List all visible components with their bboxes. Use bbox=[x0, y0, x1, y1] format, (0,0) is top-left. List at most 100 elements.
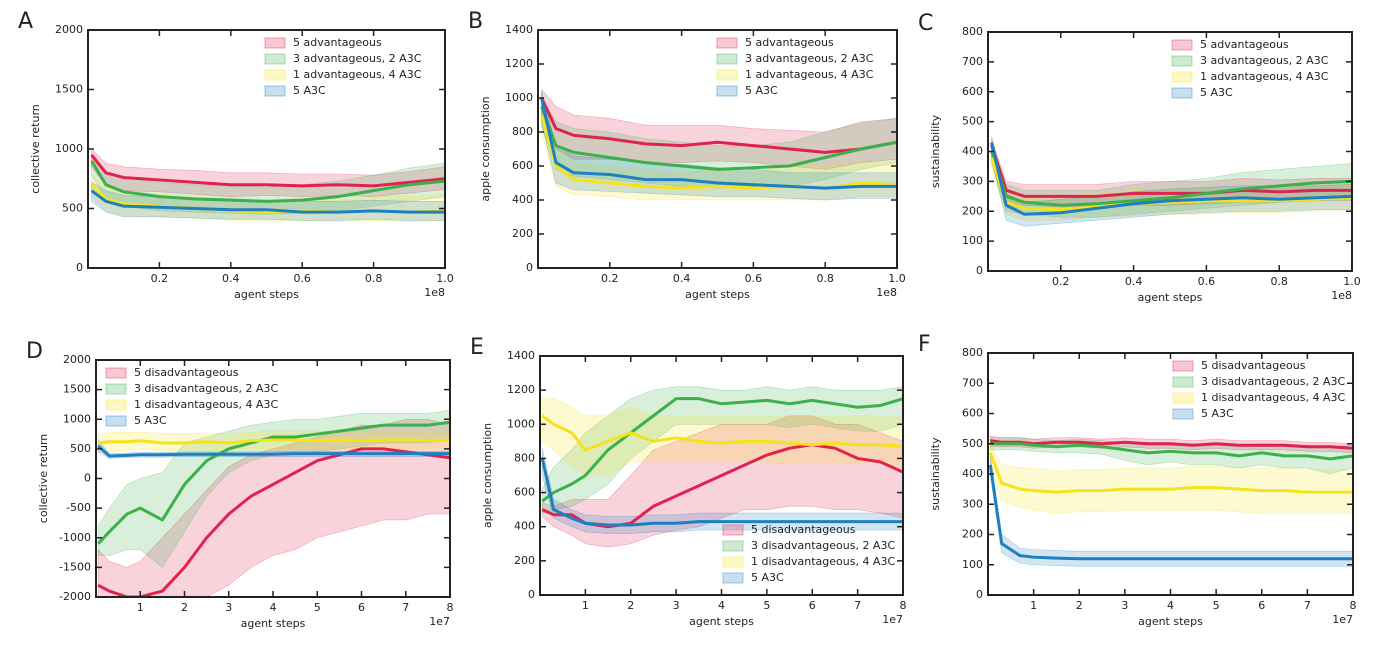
x-tick-label: 8 bbox=[1350, 599, 1357, 612]
legend-label: 5 disadvantageous bbox=[134, 366, 239, 379]
x-tick-label: 0.2 bbox=[601, 272, 619, 285]
y-tick-label: 800 bbox=[962, 346, 983, 359]
legend-label: 1 disadvantageous, 4 A3C bbox=[134, 398, 278, 411]
line bbox=[90, 154, 445, 188]
legend-swatch bbox=[1171, 87, 1193, 99]
x-tick-label: 4 bbox=[270, 601, 277, 614]
line bbox=[990, 442, 1353, 461]
x-offset-label: 1e8 bbox=[424, 286, 445, 299]
x-tick-label: 2 bbox=[1076, 599, 1083, 612]
y-tick-label: 200 bbox=[962, 528, 983, 541]
band bbox=[541, 386, 903, 514]
x-tick-label: 1 bbox=[582, 599, 589, 612]
line bbox=[97, 444, 450, 458]
y-tick-label: 500 bbox=[62, 202, 83, 215]
y-tick-label: 800 bbox=[962, 25, 983, 38]
y-tick-label: 600 bbox=[512, 159, 533, 172]
legend-swatch bbox=[1171, 55, 1193, 67]
axes-frame bbox=[987, 352, 1354, 596]
panel-letter: B bbox=[468, 9, 483, 34]
line bbox=[990, 145, 1352, 198]
y-tick-label: 400 bbox=[962, 467, 983, 480]
x-tick-label: 5 bbox=[763, 599, 770, 612]
legend-swatch bbox=[722, 524, 744, 536]
x-tick-label: 0.4 bbox=[222, 272, 240, 285]
y-tick-label: 400 bbox=[514, 520, 535, 533]
legend-label: 5 advantageous bbox=[293, 36, 382, 49]
band bbox=[541, 96, 897, 189]
x-tick-label: 0.4 bbox=[1125, 275, 1143, 288]
band bbox=[541, 101, 897, 201]
plot-area bbox=[988, 435, 1353, 567]
y-tick-label: 1200 bbox=[507, 383, 535, 396]
line bbox=[98, 438, 450, 445]
line bbox=[540, 105, 897, 171]
x-tick-label: 1.0 bbox=[888, 272, 906, 285]
plot-area bbox=[90, 148, 445, 222]
y-tick-label: 0 bbox=[976, 588, 983, 601]
legend-swatch bbox=[1172, 392, 1194, 404]
x-tick-label: 1 bbox=[137, 601, 144, 614]
line bbox=[90, 189, 445, 214]
legend-label: 5 disadvantageous bbox=[751, 523, 856, 536]
x-tick-label: 0.2 bbox=[151, 272, 169, 285]
plot-area bbox=[97, 410, 450, 597]
y-tick-label: 400 bbox=[512, 193, 533, 206]
line bbox=[540, 97, 897, 154]
legend-swatch bbox=[722, 556, 744, 568]
y-tick-label: -1500 bbox=[59, 560, 91, 573]
y-tick-label: 1000 bbox=[507, 417, 535, 430]
legend-label: 5 A3C bbox=[1201, 407, 1234, 420]
legend-swatch bbox=[722, 572, 744, 584]
x-offset-label: 1e7 bbox=[429, 615, 450, 628]
axes-frame bbox=[95, 359, 451, 598]
legend-swatch bbox=[264, 69, 286, 81]
line bbox=[540, 458, 903, 527]
y-tick-label: 0 bbox=[76, 261, 83, 274]
y-tick-label: -500 bbox=[66, 501, 91, 514]
y-tick-label: 700 bbox=[962, 55, 983, 68]
x-tick-label: 3 bbox=[225, 601, 232, 614]
x-tick-label: 1 bbox=[1030, 599, 1037, 612]
y-tick-label: 1500 bbox=[63, 383, 91, 396]
x-tick-label: 0.8 bbox=[1270, 275, 1288, 288]
y-axis-label: collective return bbox=[29, 104, 42, 194]
y-tick-label: 200 bbox=[962, 204, 983, 217]
x-tick-label: 2 bbox=[627, 599, 634, 612]
plot-area bbox=[540, 386, 903, 548]
panel-letter: F bbox=[918, 332, 931, 357]
x-tick-label: 4 bbox=[718, 599, 725, 612]
legend-swatch bbox=[1172, 360, 1194, 372]
legend-label: 3 disadvantageous, 2 A3C bbox=[751, 539, 895, 552]
legend-label: 3 advantageous, 2 A3C bbox=[745, 52, 874, 65]
plot-area bbox=[990, 136, 1352, 227]
x-axis-label: agent steps bbox=[685, 288, 750, 301]
legend-swatch bbox=[1171, 39, 1193, 51]
y-tick-label: 500 bbox=[70, 442, 91, 455]
y-tick-label: 1500 bbox=[55, 83, 83, 96]
line bbox=[988, 464, 1353, 561]
x-tick-label: 0.6 bbox=[293, 272, 311, 285]
x-tick-label: 0.4 bbox=[673, 272, 691, 285]
y-tick-label: 0 bbox=[526, 261, 533, 274]
legend-label: 1 disadvantageous, 4 A3C bbox=[751, 555, 895, 568]
x-offset-label: 1e7 bbox=[882, 613, 903, 626]
y-axis-label: apple consumption bbox=[479, 96, 492, 201]
x-tick-label: 8 bbox=[447, 601, 454, 614]
y-tick-label: 600 bbox=[962, 85, 983, 98]
legend-swatch bbox=[264, 53, 286, 65]
y-axis-label: sustainability bbox=[929, 114, 942, 188]
axes-frame bbox=[87, 29, 446, 269]
line bbox=[97, 447, 450, 597]
legend-swatch bbox=[264, 85, 286, 97]
x-tick-label: 7 bbox=[854, 599, 861, 612]
axes-frame bbox=[537, 29, 898, 269]
x-tick-label: 1.0 bbox=[436, 272, 454, 285]
y-tick-label: 200 bbox=[514, 554, 535, 567]
line bbox=[990, 439, 1353, 450]
axes-frame bbox=[987, 31, 1353, 272]
line bbox=[990, 142, 1352, 216]
x-tick-label: 8 bbox=[900, 599, 907, 612]
line bbox=[990, 151, 1352, 207]
